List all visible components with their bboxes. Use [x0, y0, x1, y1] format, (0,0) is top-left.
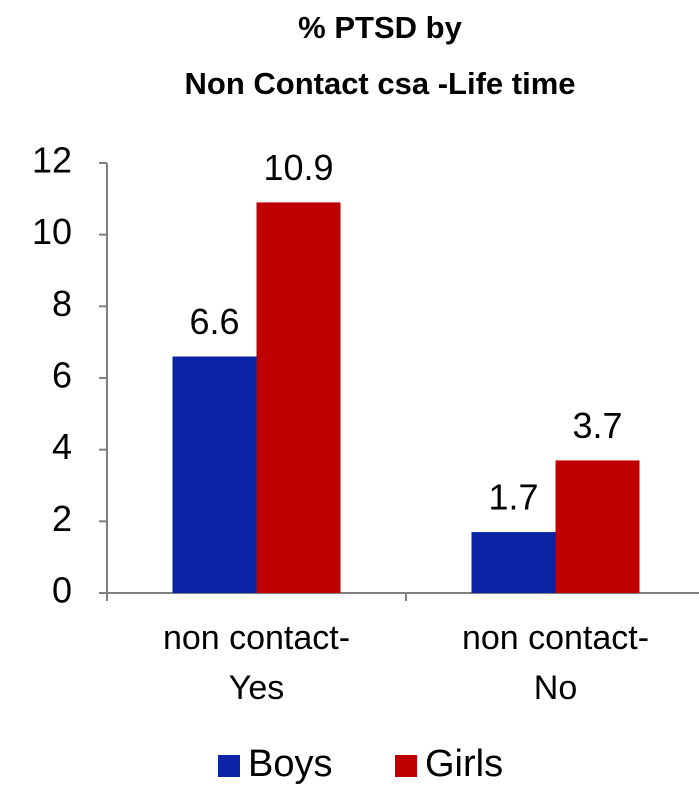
- bar: [172, 356, 257, 593]
- y-tick-label: 2: [52, 498, 72, 539]
- y-tick-label: 6: [52, 355, 72, 396]
- legend-swatch: [218, 755, 240, 777]
- data-label: 1.7: [488, 477, 538, 518]
- y-tick-label: 12: [32, 140, 72, 181]
- chart-title: % PTSD by: [298, 10, 462, 45]
- data-label: 10.9: [263, 147, 333, 188]
- x-tick-label: non contact-Yes: [163, 619, 350, 707]
- y-tick-label: 10: [32, 211, 72, 252]
- data-label: 3.7: [572, 405, 622, 446]
- legend-label: Girls: [425, 743, 503, 785]
- y-tick-label: 4: [52, 426, 72, 467]
- legend-label: Boys: [248, 743, 332, 785]
- x-tick-label: non contact-No: [462, 619, 649, 707]
- y-tick-label: 0: [52, 570, 72, 611]
- y-tick-label: 8: [52, 283, 72, 324]
- data-label: 6.6: [189, 301, 239, 342]
- bar: [471, 532, 556, 593]
- bar: [256, 202, 341, 593]
- chart-title: Non Contact csa -Life time: [185, 66, 576, 101]
- bar: [555, 460, 640, 593]
- legend-swatch: [395, 755, 417, 777]
